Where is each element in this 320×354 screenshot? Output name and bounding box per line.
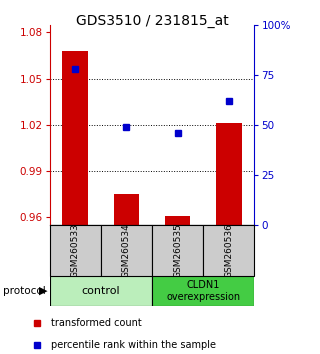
Bar	[216, 123, 242, 225]
Text: GSM260533: GSM260533	[71, 223, 80, 278]
Bar	[114, 194, 139, 225]
Text: GDS3510 / 231815_at: GDS3510 / 231815_at	[76, 14, 228, 28]
Bar	[203, 225, 254, 276]
Bar	[165, 216, 190, 225]
Text: control: control	[82, 286, 120, 296]
Bar	[50, 225, 101, 276]
Bar	[101, 225, 152, 276]
Text: CLDN1
overexpression: CLDN1 overexpression	[166, 280, 240, 302]
Bar	[50, 276, 152, 306]
Text: GSM260536: GSM260536	[224, 223, 233, 278]
Text: transformed count: transformed count	[51, 318, 142, 329]
Text: GSM260535: GSM260535	[173, 223, 182, 278]
Text: protocol: protocol	[3, 286, 46, 296]
Text: percentile rank within the sample: percentile rank within the sample	[51, 339, 216, 350]
Bar	[62, 51, 88, 225]
Text: ▶: ▶	[39, 286, 47, 296]
Text: GSM260534: GSM260534	[122, 223, 131, 278]
Bar	[152, 276, 254, 306]
Bar	[152, 225, 203, 276]
